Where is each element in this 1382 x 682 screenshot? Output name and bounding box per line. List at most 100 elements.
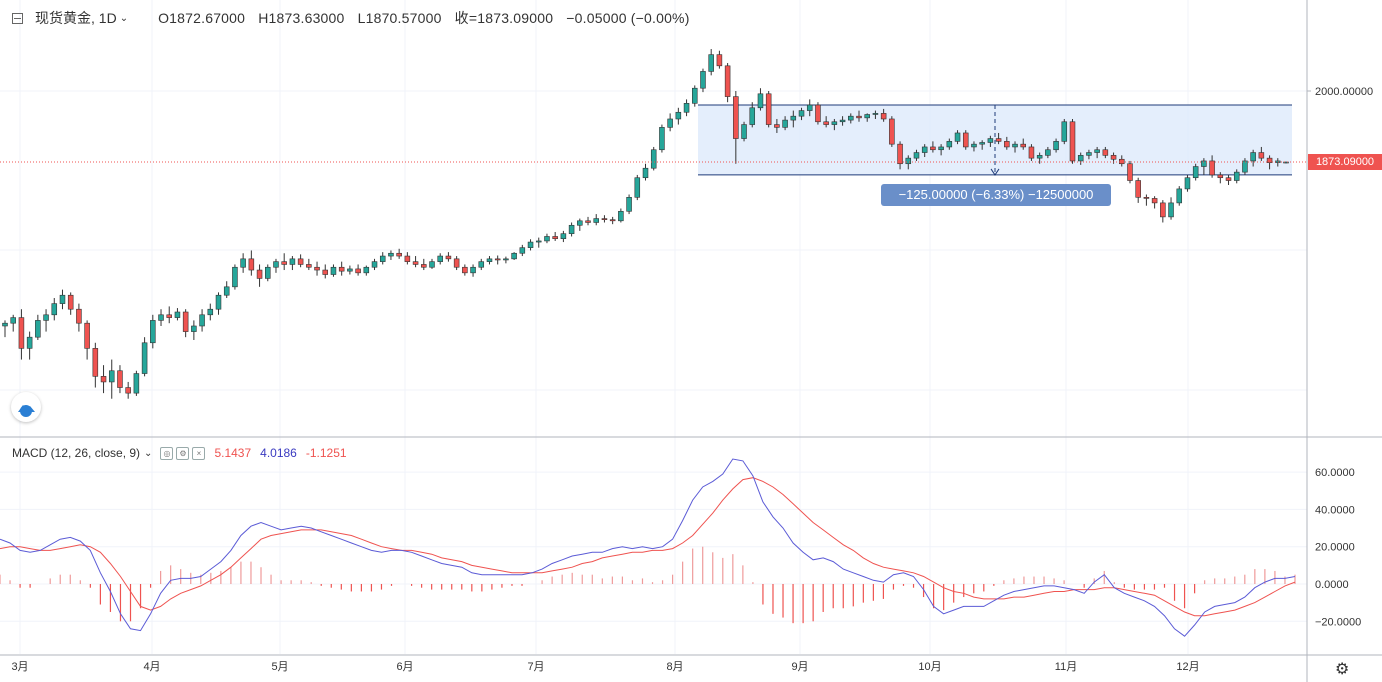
x-tick-label: 6月: [396, 661, 413, 673]
candle-body: [108, 370, 115, 383]
eye-icon[interactable]: ◎: [160, 446, 174, 460]
symbol-title[interactable]: 现货黄金, 1D: [35, 10, 117, 26]
high-value: H1873.63000: [258, 10, 345, 26]
gear-icon[interactable]: ⚙: [1335, 661, 1350, 678]
candle-body: [535, 240, 542, 243]
candle-body: [692, 87, 698, 104]
candle-body: [1258, 152, 1265, 159]
signal-line: [0, 477, 1296, 617]
candle-body: [314, 266, 320, 271]
candle-body: [601, 218, 608, 220]
hist-value: -1.1251: [305, 446, 347, 460]
candle-body: [1217, 174, 1224, 179]
settings-icon[interactable]: ⚙: [176, 446, 190, 460]
macd-y-tick-label: 40.0000: [1315, 504, 1355, 516]
candle-body: [133, 373, 140, 394]
candle-body: [232, 266, 238, 288]
candle-body: [371, 261, 378, 268]
x-tick-label: 5月: [271, 661, 288, 673]
candle-body: [223, 286, 230, 296]
candle-body: [388, 252, 394, 257]
candle-body: [971, 143, 977, 148]
candle-body: [757, 93, 764, 109]
candle-body: [1061, 121, 1068, 142]
candle-body: [618, 210, 624, 222]
candle-body: [486, 258, 493, 262]
candle-body: [76, 308, 82, 324]
candle-body: [1077, 155, 1084, 162]
candle-body: [1275, 160, 1281, 163]
candle-body: [650, 149, 657, 169]
candle-body: [938, 146, 944, 151]
candle-body: [708, 54, 714, 72]
candle-body: [1102, 149, 1109, 156]
candle-body: [544, 236, 550, 242]
candle-body: [1168, 202, 1174, 218]
candle-body: [774, 124, 780, 128]
candle-body: [585, 220, 591, 223]
candle-body: [84, 322, 90, 349]
candle-body: [1201, 160, 1207, 167]
candle-body: [839, 119, 846, 123]
candle-body: [1094, 149, 1100, 153]
candle-body: [166, 314, 172, 318]
candle-body: [856, 115, 862, 119]
candle-body: [43, 314, 49, 321]
candle-body: [174, 311, 181, 318]
logo-icon[interactable]: [11, 392, 41, 422]
candle-body: [1036, 155, 1043, 159]
candle-body: [798, 110, 805, 117]
candle-body: [724, 65, 731, 97]
candle-body: [659, 127, 665, 151]
candle-body: [199, 314, 205, 327]
candle-body: [642, 167, 649, 179]
candle-body: [962, 132, 969, 148]
candle-body: [67, 294, 74, 310]
close-icon[interactable]: ×: [192, 446, 206, 460]
candle-body: [995, 138, 1002, 142]
candle-body: [741, 124, 747, 139]
candle-body: [1266, 157, 1273, 163]
macd-y-tick-label: 60.0000: [1315, 467, 1355, 479]
candle-body: [1045, 149, 1051, 156]
macd-header: MACD (12, 26, close, 9) ⌄ ◎ ⚙ × 5.1437 4…: [12, 446, 347, 460]
candle-body: [453, 258, 460, 268]
macd-y-tick-label: 20.0000: [1315, 542, 1355, 554]
candle-body: [18, 317, 25, 349]
macd-pane: [0, 458, 1296, 637]
candle-body: [749, 107, 756, 125]
candle-body: [880, 113, 887, 120]
macd-y-tick-label: −20.0000: [1315, 616, 1361, 628]
candle-body: [26, 336, 33, 349]
candle-body: [2, 322, 8, 327]
candle-body: [347, 268, 353, 272]
candle-body: [421, 264, 427, 268]
candle-body: [478, 261, 485, 268]
candle-body: [815, 104, 821, 123]
candle-body: [51, 303, 58, 316]
candle-body: [675, 111, 682, 120]
candle-body: [1160, 202, 1166, 218]
candle-body: [207, 308, 214, 316]
candle-body: [396, 252, 402, 257]
candle-body: [1028, 146, 1035, 159]
candle-body: [1119, 158, 1125, 165]
candle-body: [782, 119, 788, 128]
candle-body: [552, 236, 558, 240]
candle-body: [158, 314, 164, 321]
candle-body: [141, 342, 148, 374]
candle-body: [240, 258, 246, 268]
chevron-down-icon[interactable]: ⌄: [119, 12, 129, 24]
macd-title[interactable]: MACD (12, 26, close, 9): [12, 446, 141, 460]
candle-body: [1151, 198, 1158, 204]
candle-body: [765, 93, 772, 125]
ohlc-values: O1872.67000 H1873.63000 L1870.57000 收=18…: [158, 8, 699, 28]
y-tick-label: 2000.00000: [1315, 86, 1373, 98]
candle-body: [527, 241, 534, 248]
last-price-tag: 1873.09000: [1308, 154, 1382, 170]
candle-body: [494, 258, 501, 261]
change-value: −0.05000 (−0.00%): [566, 10, 690, 26]
collapse-icon[interactable]: [12, 12, 23, 24]
chevron-down-icon[interactable]: ⌄: [144, 447, 153, 459]
